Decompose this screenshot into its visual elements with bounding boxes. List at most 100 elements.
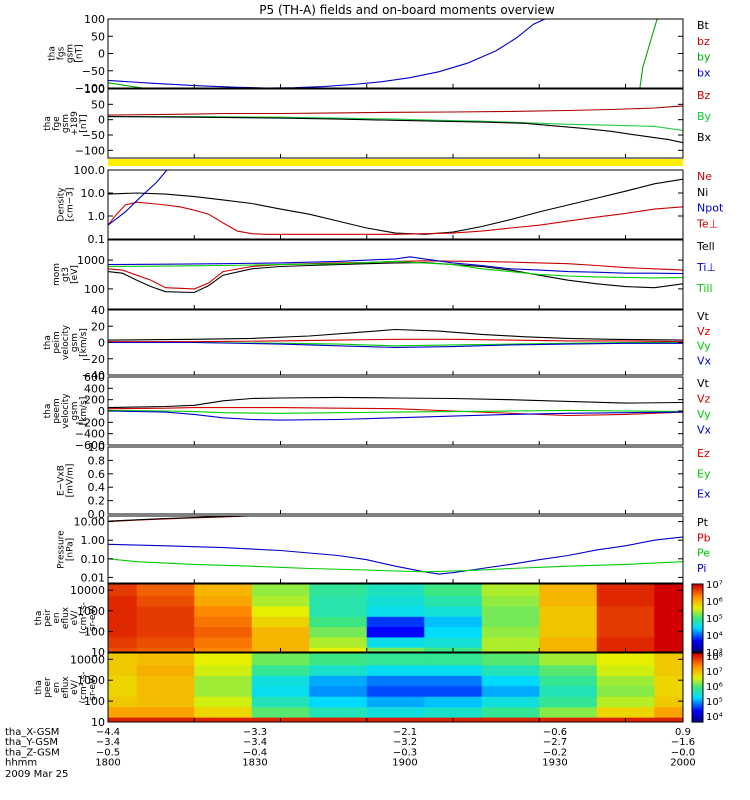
y-tick-label: 1.00 <box>81 534 106 547</box>
orbit-value: −0.4 <box>243 747 267 758</box>
heatmap-cell <box>481 626 540 638</box>
figure-title: P5 (TH-A) fields and on-board moments ov… <box>259 3 555 17</box>
colorbar-step <box>692 673 703 677</box>
colorbar-step <box>692 663 703 666</box>
y-tick-label: −200 <box>75 416 105 429</box>
colorbar-step <box>692 671 703 675</box>
heatmap-cell <box>136 595 195 607</box>
orbit-value: −3.4 <box>243 737 267 748</box>
panel-5: 40 20 0 −20 −40 tha peim velocity gsm [km/s] Vt Vz V… <box>43 304 712 382</box>
legend-entry: Ti⊥ <box>696 261 716 274</box>
series-Te⊥ <box>108 260 683 290</box>
legend-entry: Bt <box>697 19 710 32</box>
colorbar-step <box>692 713 703 716</box>
y-axis-label: eV/ <box>70 679 80 695</box>
heatmap-cell <box>366 605 425 617</box>
y-tick-label: 0 <box>98 48 105 61</box>
heatmap-cell <box>108 626 138 638</box>
y-axis-label: gt3 <box>61 267 71 282</box>
y-axis-label: Density <box>57 187 67 222</box>
heatmap-cell <box>596 696 655 708</box>
series-lines <box>108 105 683 144</box>
panel-frame <box>107 446 684 515</box>
heatmap-cell <box>424 653 483 666</box>
heatmap-cell <box>424 706 483 718</box>
colorbar-step <box>692 614 703 617</box>
heatmap-cell <box>539 685 598 697</box>
y-tick-label: −50 <box>82 65 105 78</box>
heatmap-cell <box>654 685 683 697</box>
heatmap-cell <box>539 653 598 666</box>
orbit-value: −2.1 <box>393 727 417 738</box>
colorbar-step <box>692 594 703 597</box>
y-tick-label: 1.0 <box>88 441 106 454</box>
y-axis-label: en <box>52 612 62 623</box>
colorbar-step <box>692 701 703 704</box>
y-axis-label: (cm²-s- <box>79 602 89 634</box>
colorbar-step <box>692 653 703 656</box>
colorbar-step <box>692 650 703 653</box>
orbit-value: 1800 <box>95 758 120 769</box>
heatmap-cell <box>596 616 655 628</box>
colorbar-step <box>692 709 703 713</box>
orbit-value: −0.5 <box>96 747 120 758</box>
series-by <box>108 19 658 88</box>
y-axis-label: fge <box>52 116 62 131</box>
colorbar-step <box>692 645 703 648</box>
colorbar-step <box>692 606 703 609</box>
y-axis-label: tha <box>43 404 53 419</box>
y-axis-label: [nPa] <box>66 538 76 561</box>
legend-entry: Vy <box>697 408 711 421</box>
colorbar-label: 10⁴ <box>706 712 723 723</box>
heatmap-cell <box>654 626 683 638</box>
heatmap-cell <box>309 675 368 687</box>
colorbar-label: 10⁶ <box>706 597 723 608</box>
heatmap-cell <box>366 685 425 697</box>
panel-frame <box>107 515 684 584</box>
colorbar-step <box>692 670 703 673</box>
heatmap-cell <box>596 675 655 687</box>
colorbar-step <box>692 665 703 668</box>
y-tick-label: 0.8 <box>88 454 106 467</box>
colorbar-step <box>692 587 703 590</box>
heatmap-cell <box>366 696 425 708</box>
legend-entry: by <box>697 51 711 64</box>
colorbar-step <box>692 629 703 633</box>
heatmap-cell <box>596 595 655 607</box>
colorbar-label: 10³ <box>706 648 723 659</box>
colorbar-step <box>692 682 703 685</box>
heatmap-cell <box>136 717 195 722</box>
legend-entry: Pi <box>697 562 706 575</box>
series-Pt <box>108 516 249 522</box>
orbit-value: −3.4 <box>96 737 120 748</box>
legend-entry: Ni <box>697 186 708 199</box>
y-axis-label: tha <box>43 116 53 131</box>
series-Bx <box>108 116 683 144</box>
heatmap-cell <box>654 584 683 597</box>
y-axis-label: [nT] <box>75 44 85 62</box>
orbit-value: −0.2 <box>543 747 567 758</box>
y-tick-label: 10000 <box>70 584 105 597</box>
y-tick-label: 0 <box>98 114 105 127</box>
colorbar-step <box>692 589 703 592</box>
heatmap-cell <box>251 664 310 676</box>
series-Npot <box>108 170 168 226</box>
y-tick-label: 0.01 <box>81 571 106 584</box>
series-lines <box>108 328 683 348</box>
colorbar-label: 10⁷ <box>706 667 723 678</box>
colorbar-step <box>692 611 703 614</box>
heatmap-cell <box>424 584 483 597</box>
legend-entry: Ey <box>697 467 711 480</box>
colorbar-step <box>692 656 703 659</box>
legend-entry: Vz <box>697 393 711 406</box>
orbit-value: −0.3 <box>393 747 417 758</box>
colorbar-step <box>692 585 703 588</box>
heatmap-cell <box>108 675 138 687</box>
colorbar-step <box>692 696 703 699</box>
heatmap-cell <box>251 685 310 697</box>
series-Till <box>108 260 683 279</box>
y-axis-label: +189 <box>70 111 80 136</box>
y-tick-label: 50 <box>91 98 105 111</box>
heatmap-cell <box>309 595 368 607</box>
colorbar-step <box>692 675 703 678</box>
